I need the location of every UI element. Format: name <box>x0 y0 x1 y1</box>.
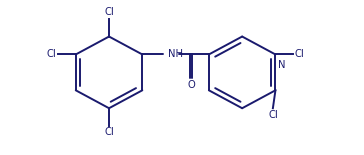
Text: Cl: Cl <box>47 49 56 60</box>
Text: Cl: Cl <box>104 127 114 137</box>
Text: Cl: Cl <box>104 7 114 17</box>
Text: N: N <box>278 60 285 70</box>
Text: Cl: Cl <box>294 49 304 60</box>
Text: Cl: Cl <box>268 109 278 120</box>
Text: NH: NH <box>168 49 183 59</box>
Text: O: O <box>187 80 195 90</box>
